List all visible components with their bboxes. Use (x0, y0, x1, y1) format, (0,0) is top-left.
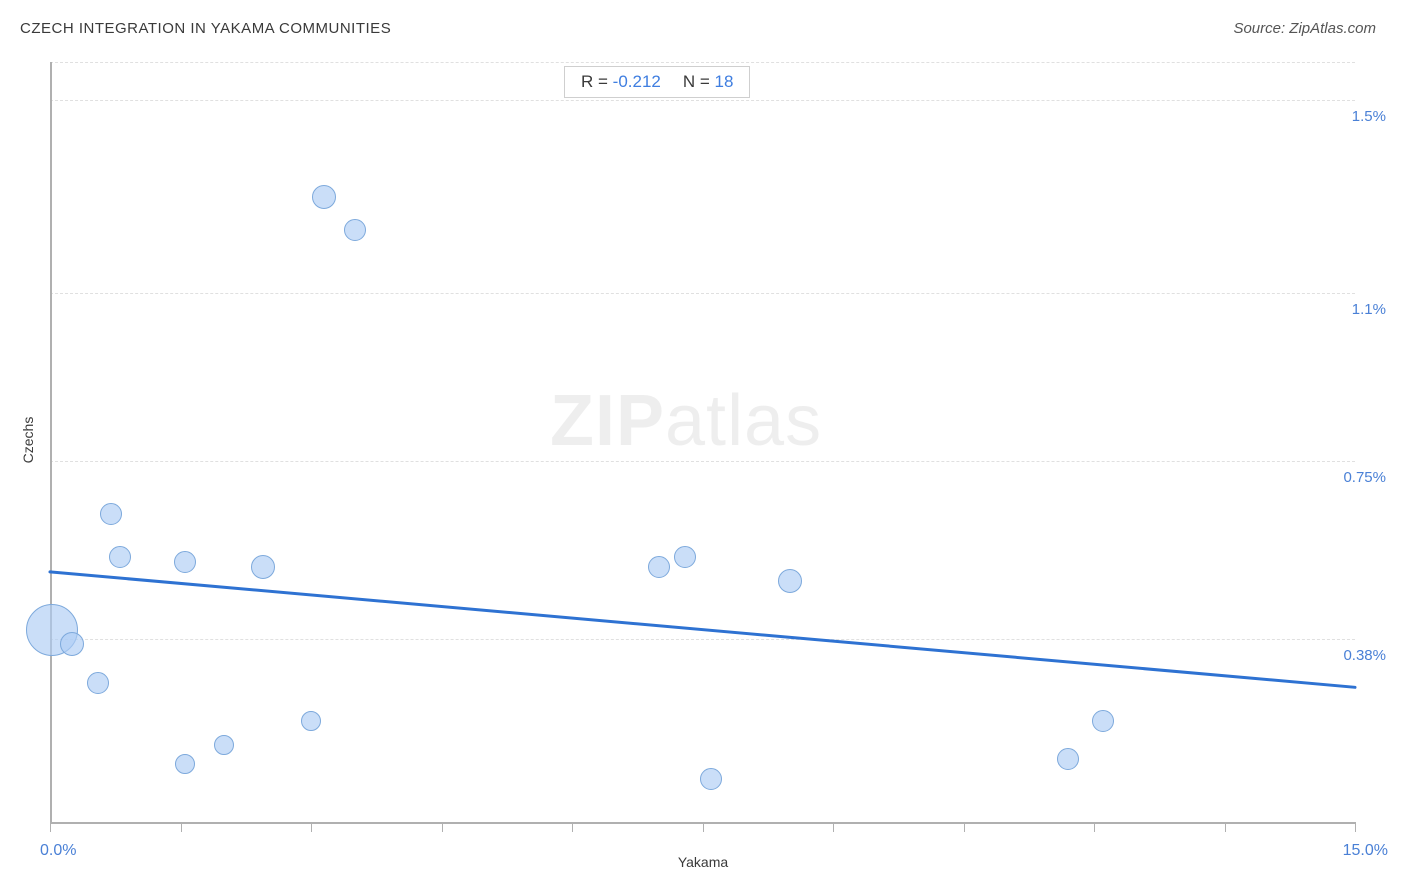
data-point (60, 632, 84, 656)
trendline (50, 572, 1355, 687)
x-tick (1094, 822, 1095, 832)
x-min-label: 0.0% (40, 842, 76, 860)
stat-r-label: R = (581, 72, 608, 91)
y-tick-label: 0.38% (1343, 647, 1386, 664)
x-axis-title: Yakama (678, 854, 728, 870)
data-point (251, 555, 275, 579)
source-attribution: Source: ZipAtlas.com (1233, 20, 1376, 37)
data-point (312, 185, 336, 209)
x-tick (50, 822, 51, 832)
x-tick (181, 822, 182, 832)
x-tick (703, 822, 704, 832)
x-tick (572, 822, 573, 832)
data-point (109, 546, 131, 568)
data-point (778, 569, 802, 593)
x-tick (964, 822, 965, 832)
data-point (648, 556, 670, 578)
gridline (50, 639, 1355, 640)
chart-title: CZECH INTEGRATION IN YAKAMA COMMUNITIES (20, 20, 391, 37)
y-axis-line (50, 62, 52, 822)
x-tick (311, 822, 312, 832)
stat-r-value: -0.212 (613, 72, 661, 91)
watermark-bold: ZIP (550, 381, 665, 461)
x-tick (1355, 822, 1356, 832)
x-tick (442, 822, 443, 832)
data-point (344, 219, 366, 241)
data-point (674, 546, 696, 568)
stat-n-label: N = (683, 72, 710, 91)
stats-box: R = -0.212 N = 18 (564, 66, 750, 98)
gridline (50, 100, 1355, 101)
data-point (214, 735, 234, 755)
data-point (700, 768, 722, 790)
x-max-label: 15.0% (1343, 842, 1388, 860)
chart-container: CZECH INTEGRATION IN YAKAMA COMMUNITIES … (0, 0, 1406, 892)
watermark: ZIPatlas (550, 380, 822, 462)
stat-n-value: 18 (715, 72, 734, 91)
data-point (100, 503, 122, 525)
watermark-light: atlas (665, 381, 822, 461)
y-tick-label: 1.5% (1352, 108, 1386, 125)
x-tick (1225, 822, 1226, 832)
data-point (1057, 748, 1079, 770)
data-point (174, 551, 196, 573)
stat-r: R = -0.212 (581, 72, 661, 92)
data-point (175, 754, 195, 774)
y-tick-label: 1.1% (1352, 301, 1386, 318)
data-point (301, 711, 321, 731)
y-axis-title: Czechs (20, 417, 36, 464)
gridline (50, 293, 1355, 294)
x-tick (833, 822, 834, 832)
stat-n: N = 18 (683, 72, 734, 92)
gridline (50, 62, 1355, 63)
y-tick-label: 0.75% (1343, 469, 1386, 486)
header-row: CZECH INTEGRATION IN YAKAMA COMMUNITIES … (20, 20, 1376, 37)
data-point (87, 672, 109, 694)
data-point (1092, 710, 1114, 732)
